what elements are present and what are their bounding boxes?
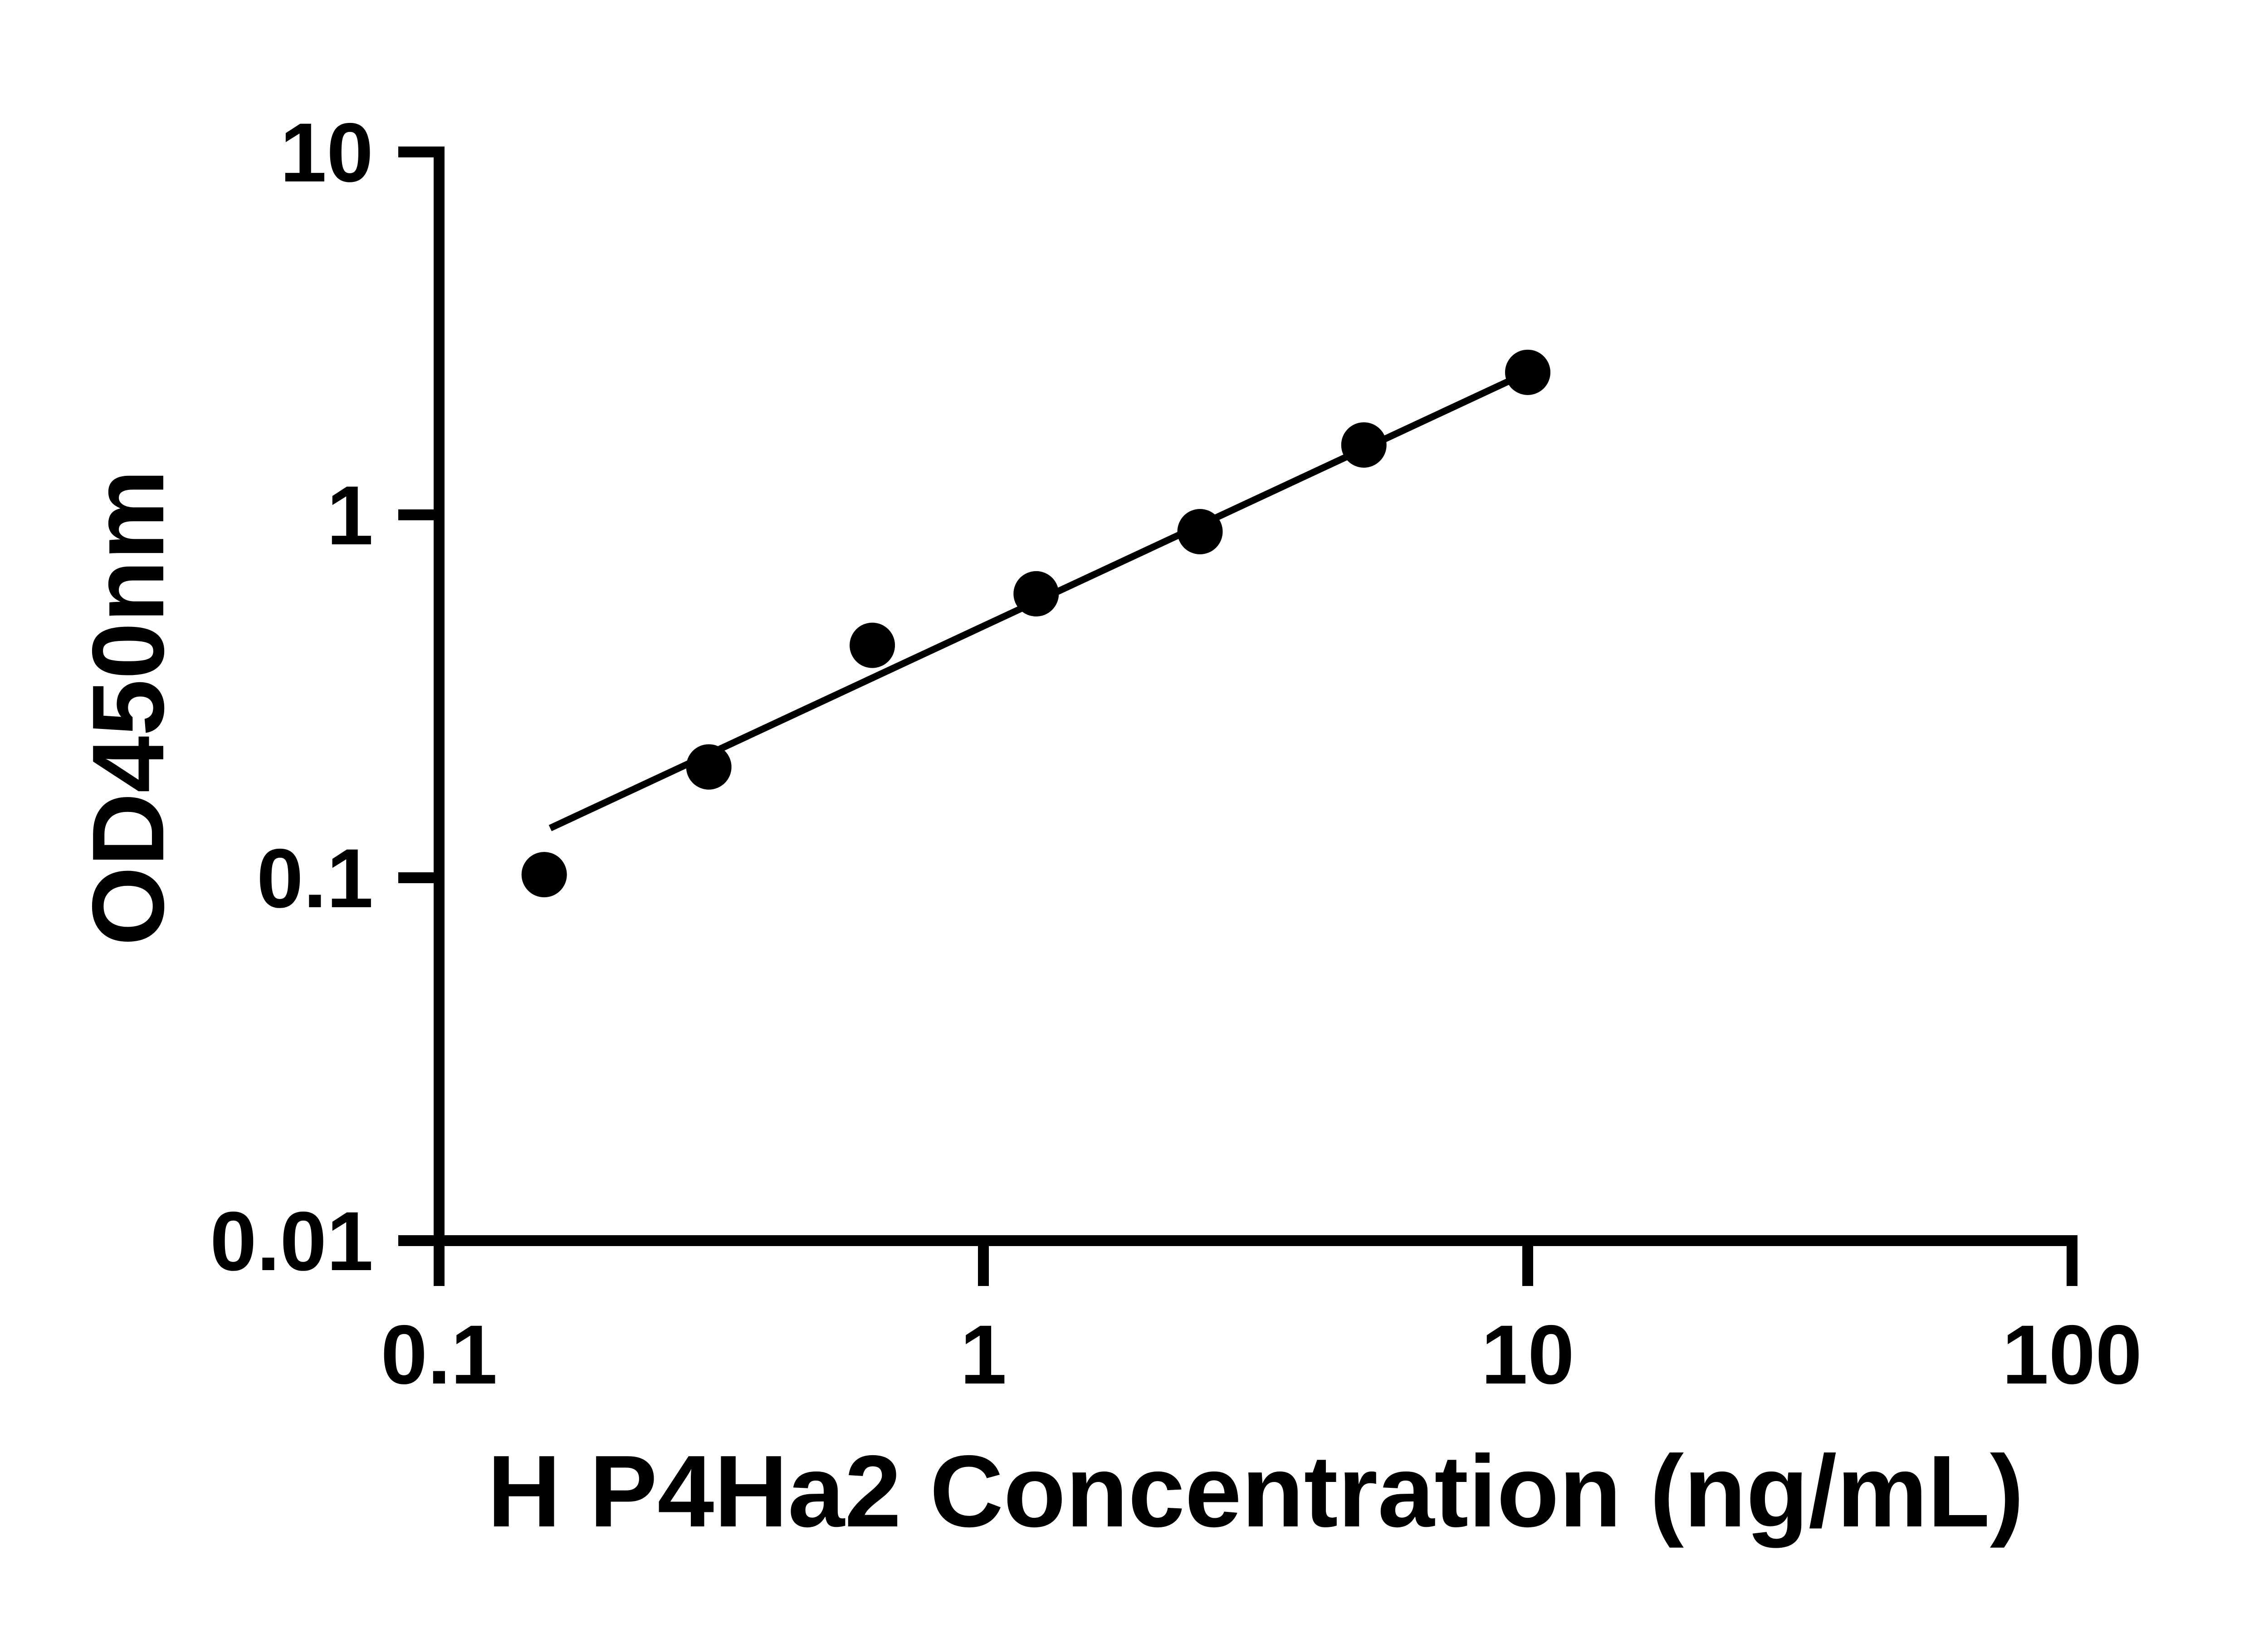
x-tick-label: 1 (960, 1308, 1007, 1402)
data-point (850, 622, 895, 668)
y-tick-label: 0.1 (257, 832, 373, 925)
data-point (521, 852, 567, 898)
x-tick-label: 10 (1481, 1308, 1574, 1402)
data-point (1013, 571, 1059, 617)
x-tick-label: 100 (2002, 1308, 2142, 1402)
data-point (1341, 422, 1387, 468)
y-tick-label: 1 (327, 469, 373, 562)
x-tick-label: 0.1 (381, 1308, 497, 1402)
data-point (686, 744, 732, 790)
data-point (1177, 509, 1223, 554)
x-axis-title: H P4Ha2 Concentration (ng/mL) (487, 1434, 2024, 1548)
data-point (1505, 349, 1550, 395)
y-tick-label: 10 (280, 106, 373, 200)
y-axis-title: OD450nm (71, 469, 185, 946)
series-layer (521, 349, 1550, 898)
y-tick-label: 0.01 (210, 1195, 373, 1288)
axes-layer (434, 147, 2077, 1246)
tick-layer (398, 147, 2077, 1286)
